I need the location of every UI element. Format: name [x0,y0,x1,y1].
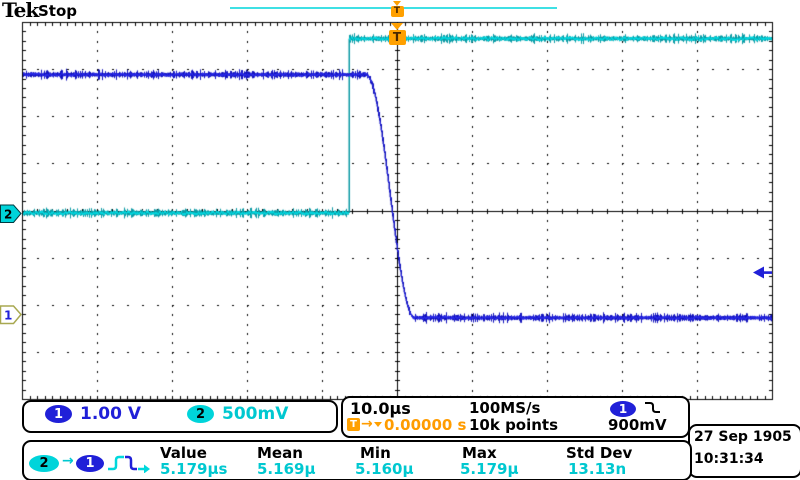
datetime-box: 27 Sep 1905 10:31:34 [688,424,800,478]
meas-value: 5.179µs [160,460,228,478]
ch2-flag-label: 2 [4,208,12,222]
timebase-readout: 10.0µs [350,399,411,418]
trigger-position-marker[interactable]: T [388,23,406,45]
measure-from-badge: 2 [29,455,59,472]
meas-min: 5.160µ [355,460,414,478]
channel-readout-box[interactable]: 1 1.00 V 2 500mV [22,400,338,433]
time-readout: 10:31:34 [694,451,764,467]
record-length-readout: 10k points [469,416,559,434]
brand-logo: Tek [2,0,39,22]
ch2-position-marker[interactable]: 2 [0,204,23,224]
arrow-icon: → [62,453,74,469]
measure-to-badge: 1 [76,455,104,472]
trigger-position-readout: 0.00000 s [384,416,467,434]
meas-max: 5.179µ [460,460,519,478]
ch1-flag-icon [0,305,22,325]
ch2-flag-icon [0,204,22,223]
ch2-scale: 500mV [222,404,289,424]
trigger-level-arrow[interactable] [753,265,773,280]
col-header: Mean [257,444,303,462]
col-header: Value [160,444,207,462]
meas-mean: 5.169µ [257,460,316,478]
record-view-trigger-marker[interactable]: T [390,1,404,17]
trigger-arrow-icon [391,23,403,30]
timebase-trigger-box[interactable]: 10.0µs 100MS/s 1 T → 0.00000 s 10k point… [341,396,690,438]
edge-delay-icon [108,455,150,473]
ch1-position-marker[interactable]: 1 [0,305,23,325]
trigger-source-badge: 1 [610,401,636,417]
measurement-box[interactable]: 2 → 1 Value Mean Min Max Std Dev 5.179µs… [22,440,692,480]
date-readout: 27 Sep 1905 [694,429,792,445]
col-header: Min [360,444,391,462]
left-arrow-icon [753,266,764,279]
trigger-level-readout: 900mV [608,416,667,434]
acquisition-status: Stop [38,2,78,20]
ch1-flag-label: 1 [4,309,12,323]
sample-rate-readout: 100MS/s [469,399,541,417]
trigger-t-icon: T [390,6,404,17]
col-header: Std Dev [566,444,633,462]
trigger-t-icon: T [347,418,360,431]
ch1-badge: 1 [45,405,72,423]
col-header: Max [462,444,497,462]
arrow-icon: → [361,416,373,432]
meas-stddev: 13.13n [568,460,627,478]
ch1-scale: 1.00 V [80,404,142,424]
arrow-stem [764,271,772,274]
trigger-t-icon: T [388,30,406,45]
ch2-badge: 2 [187,405,214,423]
trigger-level-tick-icon [374,422,382,427]
falling-slope-icon [645,402,660,413]
trigger-arrow-icon [393,1,401,6]
